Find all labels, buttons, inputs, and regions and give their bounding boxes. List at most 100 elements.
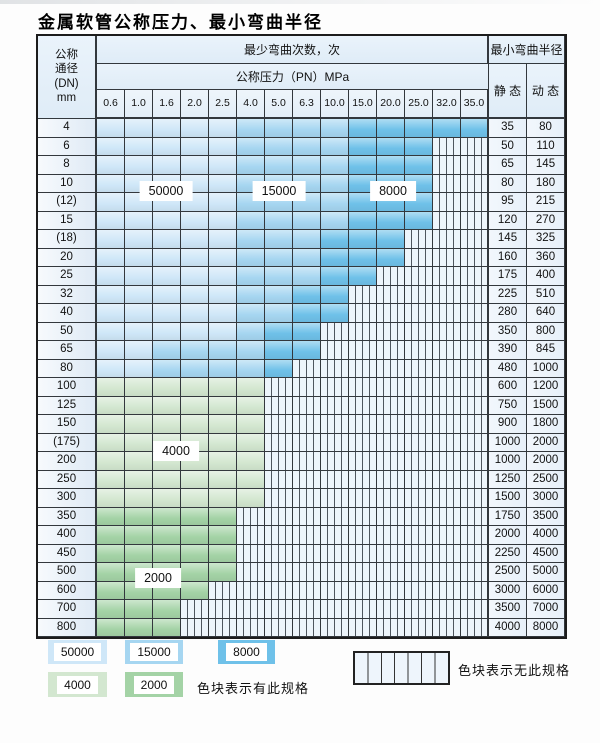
spec-cell-8000	[321, 304, 349, 323]
spec-cell-50000	[125, 211, 153, 230]
pressure-tick: 15.0	[349, 90, 377, 119]
dynamic-radius-cell: 6000	[527, 581, 565, 600]
no-spec-cell	[321, 470, 349, 489]
no-spec-cell	[433, 304, 461, 323]
no-spec-cell	[265, 507, 293, 526]
static-radius-cell: 280	[489, 304, 527, 323]
dynamic-radius-cell: 325	[527, 230, 565, 249]
spec-cell-4000	[209, 396, 237, 415]
no-spec-cell	[349, 470, 377, 489]
dn-header-line: (DN)	[54, 77, 79, 90]
no-spec-cell	[405, 581, 433, 600]
dynamic-radius-cell: 640	[527, 304, 565, 323]
no-spec-cell	[433, 526, 461, 545]
spec-cell-8000	[321, 267, 349, 286]
no-spec-cell	[433, 581, 461, 600]
no-spec-cell	[293, 489, 321, 508]
dn-cell: 10	[38, 174, 97, 193]
no-spec-cell	[461, 285, 489, 304]
no-spec-cell	[405, 285, 433, 304]
dn-cell: 80	[38, 359, 97, 378]
no-spec-cell	[461, 396, 489, 415]
no-spec-cell	[237, 526, 265, 545]
dn-cell: 700	[38, 600, 97, 619]
spec-cell-15000	[265, 156, 293, 175]
no-spec-cell	[433, 563, 461, 582]
dn-cell: 6	[38, 137, 97, 156]
static-radius-cell: 1000	[489, 452, 527, 471]
pressure-tick: 2.5	[209, 90, 237, 119]
no-spec-cell	[293, 396, 321, 415]
no-spec-cell	[237, 544, 265, 563]
zone-label-8000: 8000	[370, 181, 416, 201]
no-spec-cell	[405, 322, 433, 341]
spec-cell-2000	[125, 507, 153, 526]
no-spec-cell	[433, 322, 461, 341]
dn-cell: 20	[38, 248, 97, 267]
zone-label-50000: 50000	[139, 181, 193, 201]
no-spec-cell	[265, 600, 293, 619]
spec-cell-4000	[181, 470, 209, 489]
static-radius-cell: 50	[489, 137, 527, 156]
spec-cell-50000	[209, 137, 237, 156]
scan-artifact-strip	[0, 0, 600, 4]
spec-cell-50000	[125, 137, 153, 156]
dn-cell: 125	[38, 396, 97, 415]
dn-cell: 100	[38, 378, 97, 397]
no-spec-cell	[377, 415, 405, 434]
spec-cell-15000	[237, 359, 265, 378]
spec-cell-15000	[265, 137, 293, 156]
spec-cell-50000	[181, 119, 209, 138]
static-radius-cell: 2000	[489, 526, 527, 545]
pressure-tick: 32.0	[433, 90, 461, 119]
spec-cell-15000	[265, 119, 293, 138]
dynamic-radius-cell: 800	[527, 322, 565, 341]
no-spec-cell	[461, 581, 489, 600]
spec-cell-2000	[125, 600, 153, 619]
no-spec-cell	[321, 378, 349, 397]
no-spec-cell	[293, 415, 321, 434]
no-spec-cell	[237, 563, 265, 582]
no-spec-cell	[321, 415, 349, 434]
no-spec-cell	[461, 618, 489, 637]
no-spec-cell	[405, 563, 433, 582]
no-spec-cell	[377, 267, 405, 286]
static-radius-cell: 900	[489, 415, 527, 434]
no-spec-cell	[405, 507, 433, 526]
no-spec-cell	[349, 489, 377, 508]
no-spec-cell	[349, 507, 377, 526]
no-spec-cell	[405, 618, 433, 637]
no-spec-cell	[405, 600, 433, 619]
spec-cell-15000	[237, 211, 265, 230]
no-spec-cell	[433, 359, 461, 378]
spec-cell-15000	[293, 248, 321, 267]
spec-cell-2000	[97, 600, 125, 619]
no-spec-cell	[433, 156, 461, 175]
no-spec-cell	[377, 489, 405, 508]
zone-label-2000: 2000	[135, 568, 181, 588]
spec-cell-50000	[153, 156, 181, 175]
no-spec-cell	[405, 470, 433, 489]
dn-cell: 15	[38, 211, 97, 230]
legend-no-spec-text: 色块表示无此规格	[458, 663, 571, 678]
spec-cell-2000	[209, 507, 237, 526]
no-spec-cell	[237, 581, 265, 600]
spec-cell-8000	[265, 341, 293, 360]
no-spec-cell	[265, 581, 293, 600]
spec-cell-15000	[321, 156, 349, 175]
spec-cell-50000	[97, 267, 125, 286]
no-spec-cell	[321, 581, 349, 600]
no-spec-cell	[377, 452, 405, 471]
no-spec-cell	[265, 415, 293, 434]
spec-cell-50000	[125, 267, 153, 286]
spec-cell-15000	[321, 119, 349, 138]
no-spec-cell	[265, 544, 293, 563]
spec-cell-15000	[293, 156, 321, 175]
no-spec-cell	[461, 563, 489, 582]
no-spec-cell	[433, 470, 461, 489]
spec-cell-50000	[97, 137, 125, 156]
no-spec-cell	[433, 507, 461, 526]
no-spec-cell	[433, 378, 461, 397]
static-radius-cell: 1750	[489, 507, 527, 526]
no-spec-cell	[265, 433, 293, 452]
